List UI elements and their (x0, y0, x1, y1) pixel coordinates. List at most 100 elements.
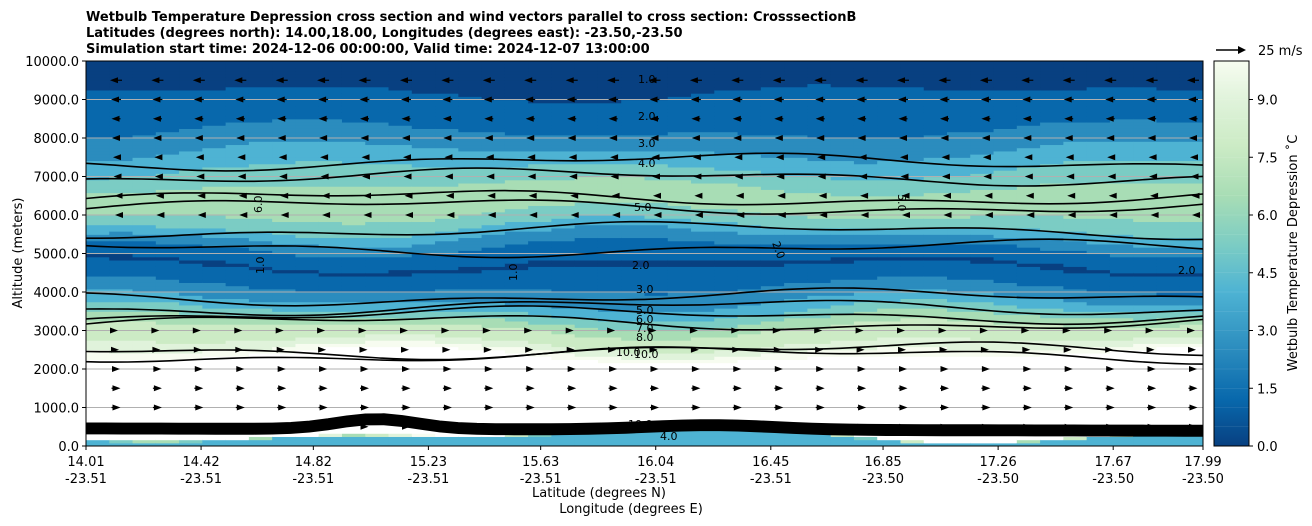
band-cell (435, 266, 459, 271)
band-cell (411, 93, 436, 97)
band-cell (1016, 266, 1041, 271)
band-cell (132, 93, 157, 97)
band-cell (341, 404, 366, 409)
band-cell (248, 70, 273, 75)
band-cell (597, 275, 622, 280)
band-cell (411, 308, 436, 312)
band-cell (481, 433, 506, 437)
band-cell (504, 343, 529, 348)
band-cell (830, 121, 855, 126)
band-cell (1016, 314, 1041, 319)
band-cell (760, 439, 785, 444)
band-cell (574, 314, 599, 319)
band-cell (435, 160, 459, 165)
band-cell (411, 154, 436, 158)
band-cell (411, 118, 436, 123)
band-cell (737, 93, 762, 97)
band-cell (574, 102, 599, 107)
band-cell (923, 166, 948, 171)
band-cell (528, 413, 553, 418)
band-cell (1040, 314, 1064, 319)
band-cell (1040, 298, 1064, 303)
band-cell (202, 401, 227, 405)
band-cell (132, 439, 157, 444)
band-cell (807, 243, 832, 248)
band-cell (551, 115, 576, 120)
band-cell (411, 385, 436, 389)
band-cell (411, 356, 436, 360)
band-cell (295, 170, 320, 174)
band-cell (504, 205, 529, 210)
band-cell (574, 224, 599, 229)
band-cell (225, 442, 250, 446)
band-cell (458, 388, 483, 393)
band-cell (1040, 397, 1064, 402)
band-cell (714, 263, 739, 267)
band-cell (714, 436, 739, 441)
band-cell (388, 279, 413, 283)
band-cell (970, 288, 995, 293)
band-cell (272, 163, 297, 168)
band-cell (109, 141, 134, 146)
band-cell (272, 346, 297, 351)
band-cell (644, 304, 669, 309)
band-cell (411, 67, 436, 72)
band-cell (947, 275, 971, 280)
band-cell (551, 433, 576, 437)
band-cell (388, 67, 413, 72)
band-cell (853, 378, 878, 383)
band-cell (667, 166, 692, 171)
band-cell (807, 372, 832, 377)
band-cell (528, 80, 553, 85)
band-cell (435, 198, 459, 203)
band-cell (877, 64, 902, 69)
band-cell (667, 80, 692, 85)
band-cell (551, 269, 576, 274)
band-cell (947, 250, 971, 255)
band-cell (784, 160, 808, 165)
band-cell (714, 205, 739, 210)
band-cell (923, 311, 948, 316)
band-cell (179, 439, 203, 444)
band-cell (691, 138, 715, 142)
band-cell (574, 211, 599, 216)
band-cell (807, 333, 832, 338)
band-cell (318, 170, 343, 174)
band-cell (597, 285, 622, 290)
band-cell (481, 279, 506, 283)
band-cell (597, 356, 622, 360)
band-cell (784, 413, 808, 418)
band-cell (504, 93, 529, 97)
band-cell (365, 385, 390, 389)
band-cell (877, 404, 902, 409)
band-cell (597, 359, 622, 364)
band-cell (551, 352, 576, 357)
band-cell (365, 372, 390, 377)
band-cell (272, 182, 297, 187)
band-cell (993, 179, 1018, 184)
band-cell (435, 70, 459, 75)
band-cell (644, 176, 669, 181)
band-cell (877, 86, 902, 91)
band-cell (295, 436, 320, 441)
band-cell (179, 186, 203, 190)
band-cell (109, 356, 134, 360)
band-cell (248, 61, 273, 65)
band-cell (435, 381, 459, 386)
band-cell (295, 397, 320, 402)
band-cell (551, 144, 576, 149)
band-cell (760, 356, 785, 360)
band-cell (248, 391, 273, 396)
band-cell (318, 369, 343, 373)
band-cell (830, 320, 855, 325)
band-cell (435, 247, 459, 251)
band-cell (528, 83, 553, 88)
band-cell (528, 237, 553, 242)
band-cell (667, 215, 692, 219)
band-cell (225, 70, 250, 75)
band-cell (272, 227, 297, 232)
band-cell (947, 160, 971, 165)
band-cell (318, 385, 343, 389)
band-cell (993, 324, 1018, 328)
band-cell (644, 279, 669, 283)
